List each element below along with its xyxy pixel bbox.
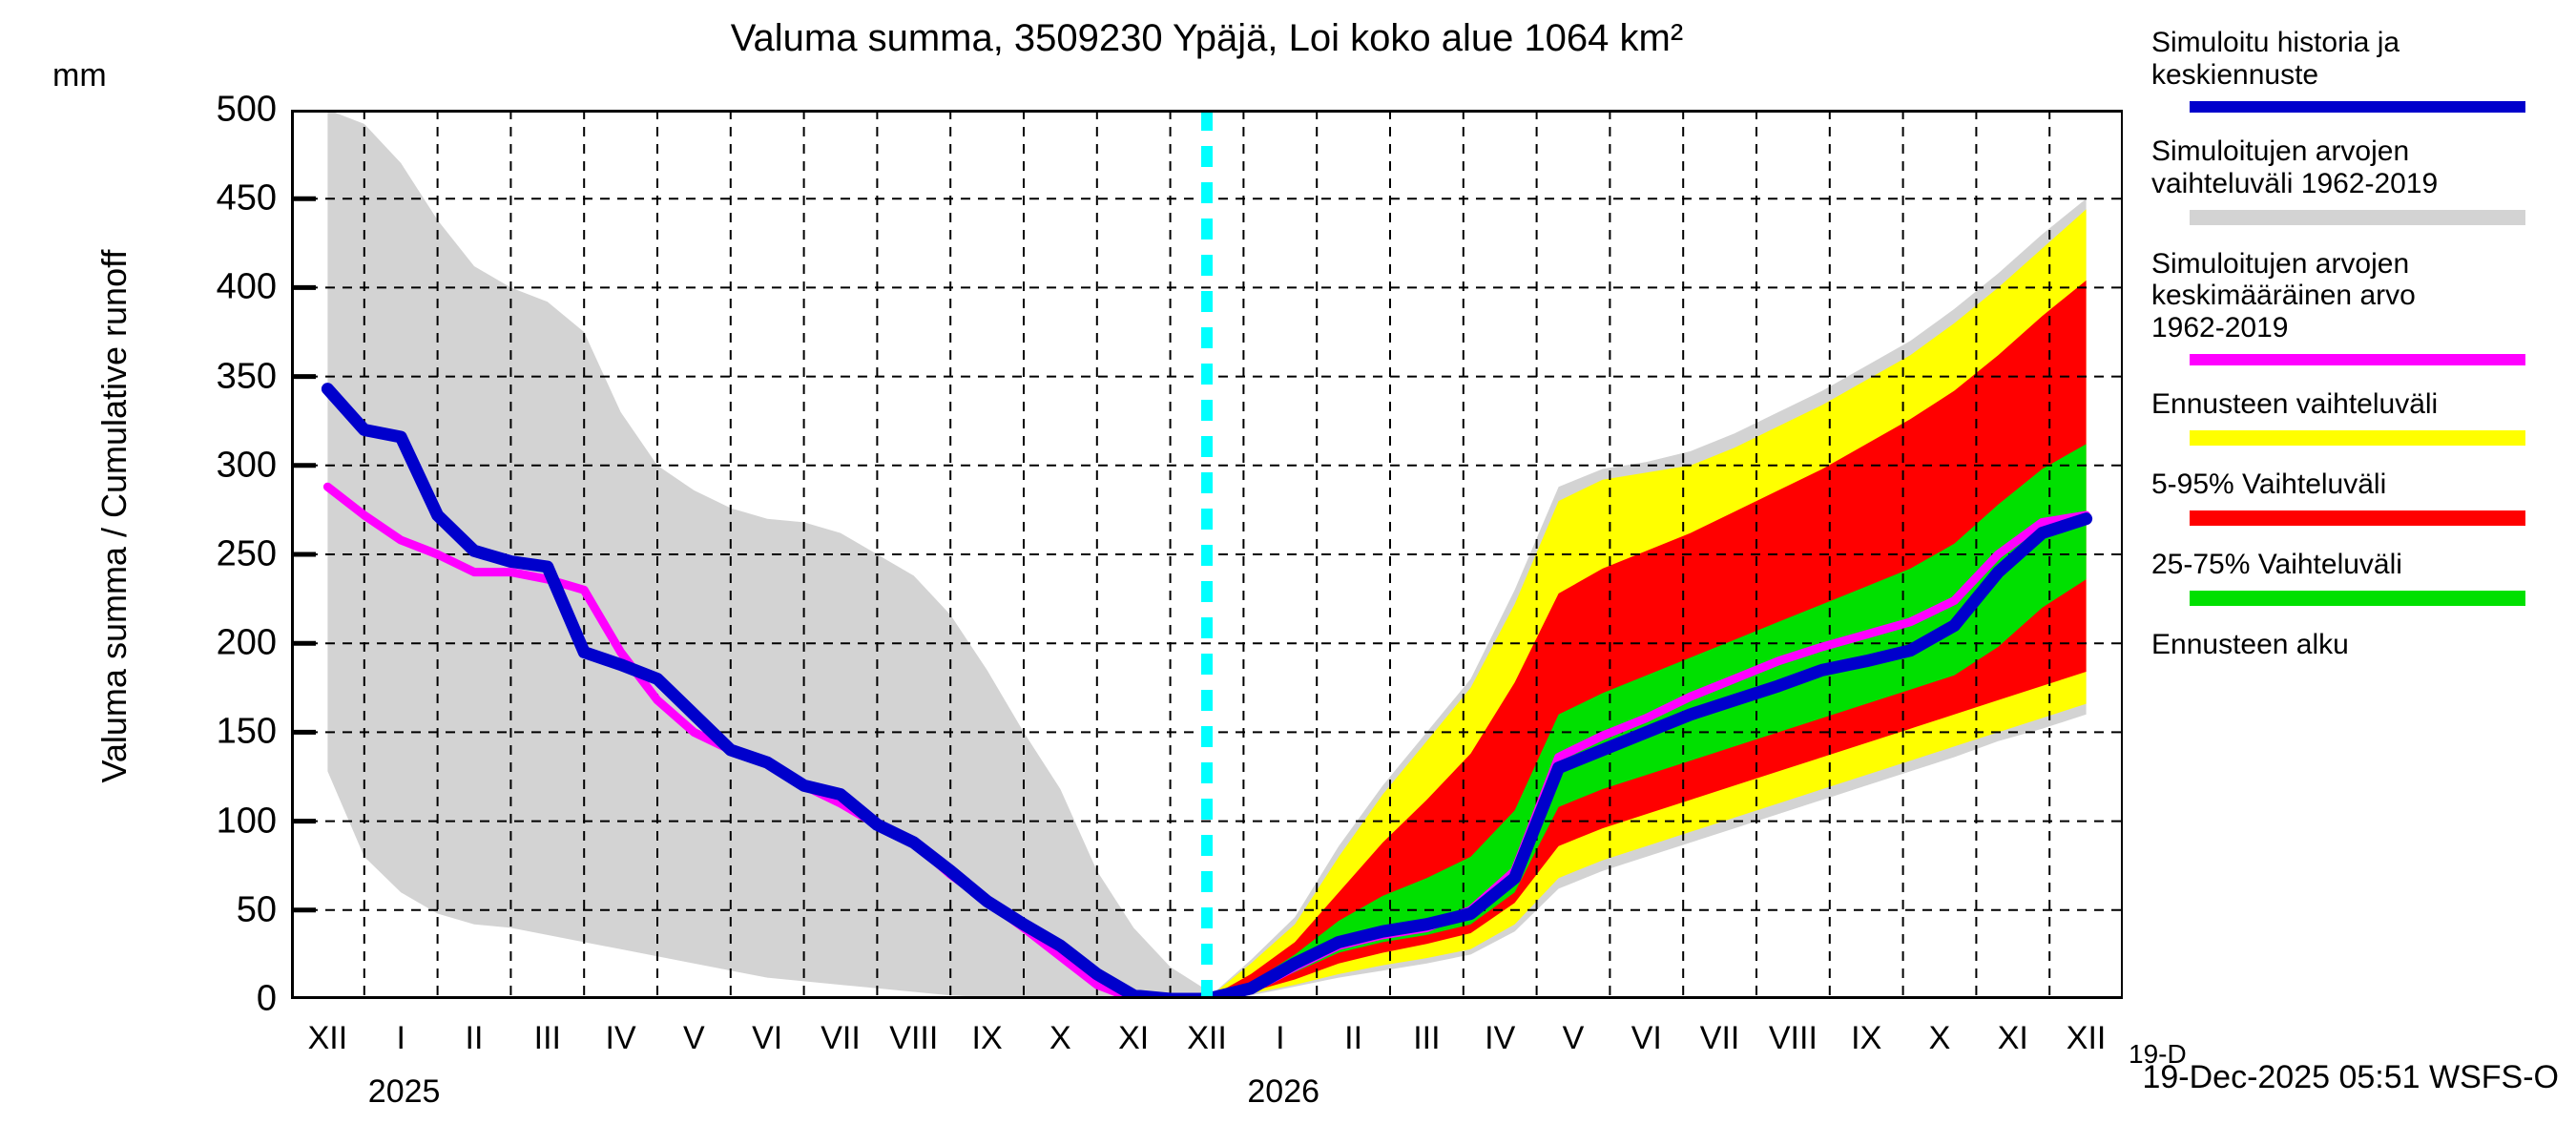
x-axis-tick-label: IX (971, 1020, 1003, 1056)
y-axis-tick-label: 250 (216, 533, 277, 574)
x-axis-tick-label: I (396, 1020, 405, 1056)
x-axis-tick-label: III (533, 1020, 561, 1056)
legend-5-95-range-label: 5-95% Vaihteluväli (2151, 468, 2387, 501)
x-axis-tick-label: XII (1187, 1020, 1227, 1056)
x-axis-tick-label: VIII (889, 1020, 939, 1056)
y-axis-tick-label: 0 (256, 978, 277, 1019)
x-axis-tick-label: XI (1118, 1020, 1150, 1056)
y-axis-unit: mm (52, 57, 107, 94)
x-axis-tick-label: II (465, 1020, 484, 1056)
x-axis-tick-label: XI (1997, 1020, 2028, 1056)
chart-title: Valuma summa, 3509230 Ypäjä, Loi koko al… (730, 17, 1684, 59)
x-axis-tick-label: VIII (1768, 1020, 1818, 1056)
line-forecast-mean (1200, 512, 2093, 999)
legend-simulated-history-label: Simuloitu historia ja keskiennuste (2151, 27, 2400, 91)
legend-25-75-range-swatch (2190, 590, 2525, 606)
x-axis-tick-label: V (1562, 1020, 1585, 1056)
band-simulated-range-history (327, 110, 1207, 999)
legend-simulated-mean-swatch (2190, 354, 2525, 366)
footer-timestamp: 19-Dec-2025 05:51 WSFS-O (2142, 1059, 2559, 1095)
legend-simulated-range-label: Simuloitujen arvojen vaihteluväli 1962-2… (2151, 135, 2439, 199)
x-axis-year-label: 2025 (367, 1073, 441, 1110)
legend-forecast-start-swatch (2190, 671, 2525, 683)
y-axis-tick-label: 300 (216, 445, 277, 486)
x-axis-tick-label: II (1344, 1020, 1363, 1056)
x-axis-tick-label: VII (1699, 1020, 1740, 1056)
plot-area (291, 110, 2123, 999)
band-5-95-range (1207, 280, 2087, 999)
chart-legend: Simuloitu historia ja keskiennuste Simulo… (2151, 27, 2571, 706)
x-axis-tick-label: IV (605, 1020, 636, 1056)
x-axis-tick-label: X (1049, 1020, 1071, 1056)
x-axis-tick-label: VI (1631, 1020, 1662, 1056)
legend-simulated-mean-label: Simuloitujen arvojen keskimääräinen arvo… (2151, 247, 2416, 344)
chart-canvas (291, 110, 2123, 999)
x-axis-tick-label: VII (821, 1020, 861, 1056)
legend-simulated-history-swatch (2190, 100, 2525, 113)
x-axis-tick-label: I (1276, 1020, 1285, 1056)
x-axis-year-label: 2026 (1247, 1073, 1320, 1110)
legend-5-95-range-swatch (2190, 510, 2525, 527)
legend-simulated-range-swatch (2190, 209, 2525, 225)
x-axis-tick-label: X (1928, 1020, 1951, 1056)
y-axis-tick-label: 500 (216, 89, 277, 130)
x-axis-tick-label: IV (1485, 1020, 1516, 1056)
y-axis-tick-label: 200 (216, 622, 277, 663)
y-axis-tick-label: 50 (236, 889, 277, 930)
x-axis-tick-label: VI (752, 1020, 783, 1056)
y-axis-tick-label: 400 (216, 266, 277, 307)
y-axis-tick-label: 150 (216, 711, 277, 752)
legend-forecast-range-swatch (2190, 430, 2525, 447)
legend-forecast-start-label: Ennusteen alku (2151, 628, 2349, 660)
x-axis-tick-label: III (1413, 1020, 1441, 1056)
y-axis-tick-label: 100 (216, 801, 277, 842)
x-axis-tick-label: IX (1851, 1020, 1882, 1056)
legend-forecast-range-label: Ennusteen vaihteluväli (2151, 388, 2439, 421)
line-simulated-history (321, 383, 1214, 999)
x-axis-tick-label: XII (2066, 1020, 2107, 1056)
x-axis-tick-label: XII (307, 1020, 348, 1056)
legend-25-75-range-label: 25-75% Vaihteluväli (2151, 549, 2402, 581)
x-axis-tick-label: V (683, 1020, 705, 1056)
x-axis-end-note: 19-D (2129, 1039, 2187, 1069)
y-axis-tick-label: 350 (216, 356, 277, 397)
y-axis-tick-label: 450 (216, 177, 277, 219)
